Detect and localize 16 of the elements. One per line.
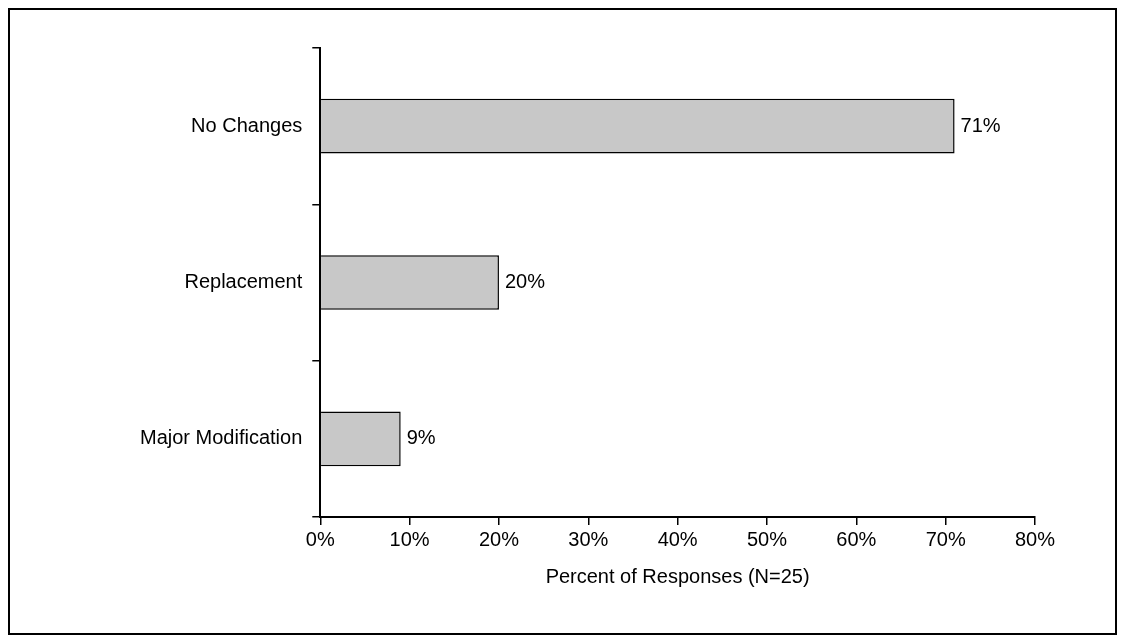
x-tick-label: 30% — [568, 527, 609, 550]
x-tick-label: 70% — [925, 527, 966, 550]
data-label: 71% — [960, 113, 1001, 136]
x-tick-label: 10% — [389, 527, 430, 550]
x-tick-label: 80% — [1014, 527, 1056, 550]
y-tick-label: No Changes — [191, 113, 303, 136]
x-tick-label: 60% — [836, 527, 877, 550]
x-tick-label: 20% — [478, 527, 520, 550]
data-label: 20% — [504, 270, 546, 293]
y-tick-label: Replacement — [184, 270, 303, 293]
x-tick-label: 40% — [657, 527, 698, 550]
x-axis-title: Percent of Responses (N=25) — [545, 564, 810, 587]
data-label: 9% — [406, 426, 436, 449]
x-tick-label: 0% — [305, 527, 335, 550]
x-tick-label: 50% — [746, 527, 788, 550]
y-tick-label: Major Modification — [139, 426, 303, 449]
